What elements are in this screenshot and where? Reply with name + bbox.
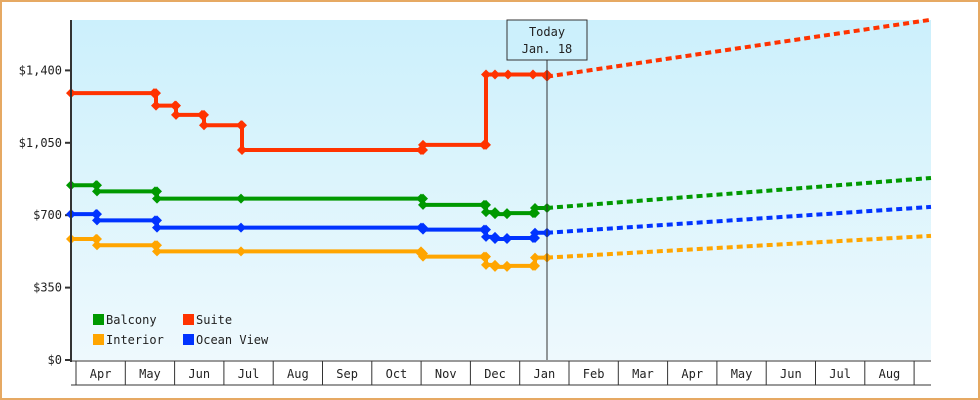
y-tick-label: $1,050 xyxy=(19,136,62,150)
x-month-label: Feb xyxy=(583,367,605,381)
x-month-label: Jun xyxy=(780,367,802,381)
x-month-label: Apr xyxy=(90,367,112,381)
x-month-label: Jul xyxy=(238,367,260,381)
y-tick-label: $350 xyxy=(33,281,62,295)
x-month-label: Apr xyxy=(681,367,703,381)
x-month-label: Jun xyxy=(188,367,210,381)
x-month-label: Dec xyxy=(484,367,506,381)
today-label: Today xyxy=(529,25,565,39)
x-month-label: Oct xyxy=(386,367,408,381)
price-history-chart: $0 $350 $700 $1,050 $1,400 Apr May Jun Jul Aug Se… xyxy=(0,0,980,400)
x-month-label: Jan xyxy=(534,367,556,381)
legend-swatch xyxy=(93,314,104,325)
legend-swatch xyxy=(93,334,104,345)
legend-label: Balcony xyxy=(106,313,157,327)
y-tick-label: $0 xyxy=(48,353,62,367)
x-month-label: Aug xyxy=(879,367,901,381)
legend-label: Suite xyxy=(196,313,232,327)
x-month-label: Aug xyxy=(287,367,309,381)
x-month-label: May xyxy=(139,367,161,381)
x-month-label: Jul xyxy=(829,367,851,381)
legend-swatch xyxy=(183,334,194,345)
y-tick-label: $700 xyxy=(33,208,62,222)
x-axis: Apr May Jun Jul Aug Sep Oct Nov Dec Jan Feb Mar Apr M… xyxy=(71,361,931,385)
y-axis: $0 $350 $700 $1,050 $1,400 xyxy=(19,63,71,367)
today-date: Jan. 18 xyxy=(522,42,573,56)
x-month-label: Mar xyxy=(632,367,654,381)
x-month-label: May xyxy=(731,367,753,381)
legend-swatch xyxy=(183,314,194,325)
legend-label: Interior xyxy=(106,333,164,347)
x-month-label: Sep xyxy=(336,367,358,381)
legend-label: Ocean View xyxy=(196,333,269,347)
y-tick-label: $1,400 xyxy=(19,63,62,77)
x-month-label: Nov xyxy=(435,367,457,381)
